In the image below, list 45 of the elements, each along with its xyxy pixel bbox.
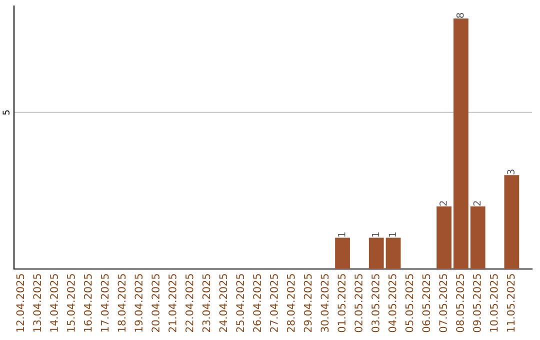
x-tick-label: 16.04.2025: [84, 274, 92, 332]
bar: [368, 238, 384, 269]
x-tick-label: 15.04.2025: [67, 274, 75, 332]
x-tick-label: 26.04.2025: [253, 274, 261, 332]
ref-line-label: 5: [2, 110, 10, 115]
x-tick-label: 13.04.2025: [33, 274, 42, 332]
x-tick-label: 10.05.2025: [490, 274, 498, 332]
x-tick-label: 08.05.2025: [456, 274, 464, 332]
data-label: 2: [473, 201, 481, 206]
x-tick-label: 22.04.2025: [185, 274, 194, 332]
x-tick-label: 03.05.2025: [372, 274, 380, 332]
x-tick-label: 09.05.2025: [473, 274, 481, 332]
data-label: 1: [372, 232, 380, 237]
x-tick-label: 18.04.2025: [118, 274, 126, 332]
bar: [386, 238, 401, 269]
bar: [454, 18, 468, 269]
data-label: 1: [338, 232, 346, 237]
x-tick-label: 06.05.2025: [422, 274, 430, 332]
x-tick-label: 30.04.2025: [320, 274, 329, 332]
x-tick-label: 14.04.2025: [50, 274, 58, 332]
x-tick-label: 24.04.2025: [219, 274, 228, 332]
bar: [504, 175, 520, 269]
x-tick-label: 04.05.2025: [388, 274, 396, 332]
data-label: 2: [440, 201, 447, 206]
x-tick-label: 12.04.2025: [16, 274, 24, 332]
x-tick-label: 19.04.2025: [134, 274, 143, 332]
bar: [335, 238, 350, 269]
data-label: 1: [388, 232, 396, 237]
x-tick-label: 17.04.2025: [100, 274, 109, 332]
x-tick-label: 27.04.2025: [270, 274, 278, 332]
data-label: 3: [507, 170, 515, 174]
bar: [470, 206, 486, 269]
x-tick-label: 25.04.2025: [236, 274, 244, 332]
x-tick-label: 20.04.2025: [152, 274, 160, 332]
x-tick-label: 01.05.2025: [338, 274, 346, 332]
x-tick-label: 28.04.2025: [286, 274, 295, 332]
x-tick-label: 29.04.2025: [304, 274, 312, 332]
x-tick-label: 02.05.2025: [354, 274, 362, 332]
data-label: 8: [456, 13, 464, 18]
x-tick-label: 21.04.2025: [168, 274, 176, 332]
x-tick-label: 23.04.2025: [202, 274, 210, 332]
bar: [436, 206, 452, 269]
x-tick-label: 05.05.2025: [405, 274, 414, 332]
x-tick-label: 11.05.2025: [506, 274, 515, 332]
x-tick-label: 07.05.2025: [439, 274, 448, 332]
